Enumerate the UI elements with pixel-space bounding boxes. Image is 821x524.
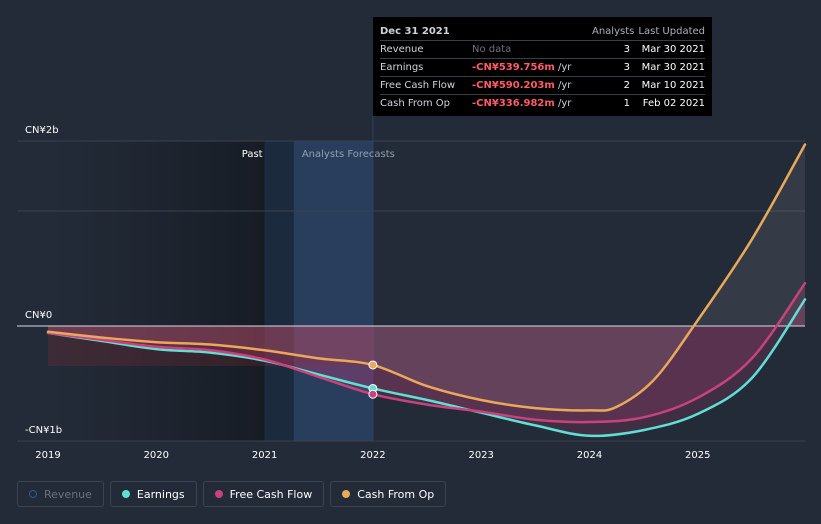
y-axis-label: CN¥2b	[25, 125, 59, 136]
area-earnings	[48, 299, 805, 436]
tooltip-header: Dec 31 2021 Analysts Last Updated	[380, 23, 705, 41]
revenue-dot-icon	[29, 490, 37, 498]
marker-cash-from-op	[368, 360, 378, 370]
x-tick-label: 2025	[685, 450, 710, 461]
area-free-cash-flow	[48, 283, 805, 423]
forecast-highlight-band	[293, 141, 373, 441]
legend-earnings-toggle[interactable]: Earnings	[109, 481, 197, 507]
cash-from-op-dot-icon	[342, 490, 351, 498]
tooltip-date: Dec 31 2021	[380, 26, 450, 37]
x-tick-label: 2024	[577, 450, 602, 461]
x-tick-label: 2022	[360, 450, 385, 461]
x-tick-label: 2020	[144, 450, 169, 461]
free-cash-flow-dot-icon	[214, 490, 223, 498]
past-region	[48, 141, 265, 441]
legend-revenue-toggle[interactable]: Revenue	[17, 481, 104, 507]
legend-cash-from-op-toggle[interactable]: Cash From Op	[330, 481, 447, 507]
earnings-dot-icon	[121, 490, 130, 498]
y-axis-label: -CN¥1b	[25, 425, 62, 436]
legend: Revenue Earnings Free Cash Flow Cash Fro…	[17, 481, 447, 507]
x-tick-label: 2019	[35, 450, 60, 461]
x-tick-label: 2023	[468, 450, 493, 461]
tooltip-row-cash-from-op: Cash From Op -CN¥336.982m /yr 1 Feb 02 2…	[380, 98, 705, 109]
tooltip-col-analysts: Analysts	[592, 26, 635, 37]
area-cash-from-op	[48, 144, 805, 411]
series-line-cash-from-op	[46, 143, 807, 412]
marker-free-cash-flow	[368, 389, 378, 399]
past-label: Past	[242, 149, 263, 160]
past-highlight-band	[264, 141, 294, 441]
tooltip-col-updated: Last Updated	[638, 26, 705, 37]
forecast-label: Analysts Forecasts	[302, 149, 395, 160]
legend-free-cash-flow-toggle[interactable]: Free Cash Flow	[202, 481, 325, 507]
series-line-earnings	[46, 298, 807, 438]
x-tick-label: 2021	[252, 450, 277, 461]
series-line-free-cash-flow	[46, 281, 807, 424]
data-tooltip: Dec 31 2021 Analysts Last Updated Revenu…	[373, 17, 712, 116]
tooltip-row-earnings: Earnings -CN¥539.756m /yr 3 Mar 30 2021	[380, 59, 705, 77]
tooltip-row-free-cash-flow: Free Cash Flow -CN¥590.203m /yr 2 Mar 10…	[380, 77, 705, 95]
y-axis-label: CN¥0	[25, 310, 52, 321]
tooltip-row-revenue: Revenue No data 3 Mar 30 2021	[380, 41, 705, 59]
